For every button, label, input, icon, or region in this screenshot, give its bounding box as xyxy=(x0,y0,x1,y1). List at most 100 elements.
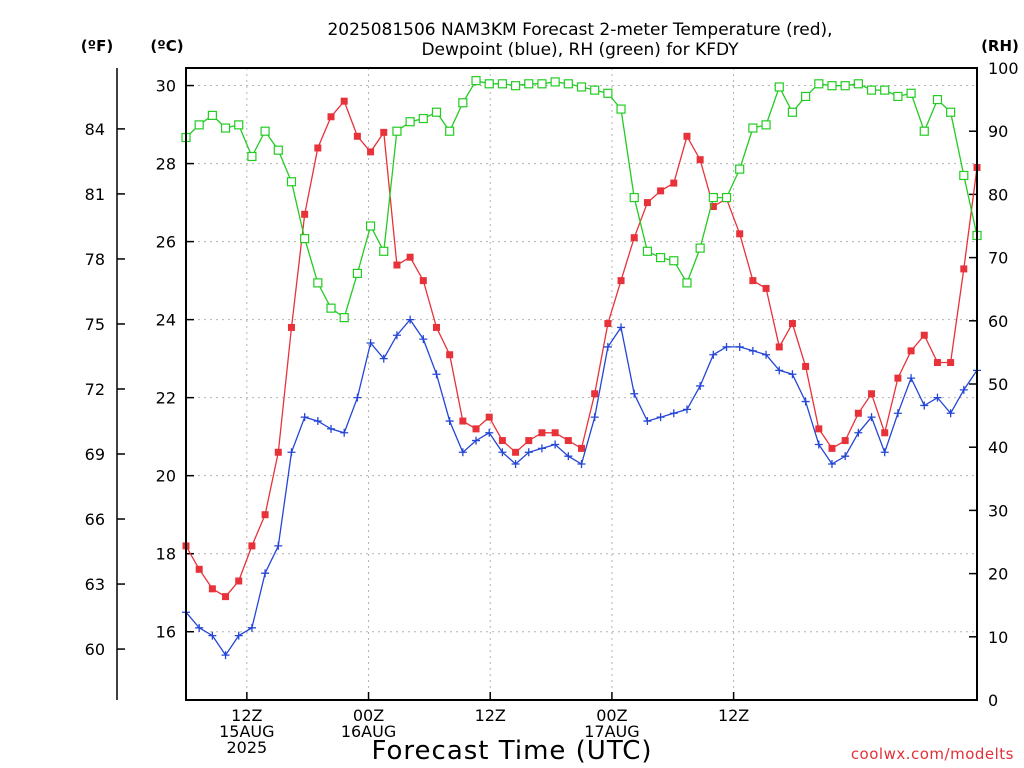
data-point xyxy=(630,389,639,398)
celsius-axis: 16 18 20 22 24 26 28 30 xyxy=(156,77,194,642)
data-point xyxy=(446,351,454,359)
data-point xyxy=(274,541,283,550)
series-temperature xyxy=(182,97,981,601)
time-tick-label: 12Z xyxy=(475,706,506,725)
data-point xyxy=(405,117,415,127)
rh-tick-label: 40 xyxy=(988,438,1008,457)
celsius-tick-label: 30 xyxy=(156,77,176,96)
data-point xyxy=(932,94,943,105)
data-point xyxy=(512,448,520,456)
data-point xyxy=(722,342,731,351)
data-point xyxy=(208,585,216,593)
data-point xyxy=(603,88,613,98)
data-point xyxy=(946,107,956,117)
data-point xyxy=(867,413,876,422)
rh-tick-label: 70 xyxy=(988,249,1008,268)
data-point xyxy=(195,565,203,573)
data-point xyxy=(537,444,546,453)
data-point xyxy=(287,323,295,331)
time-tick-label: 16AUG xyxy=(341,722,396,741)
data-point xyxy=(788,320,796,328)
celsius-tick-label: 24 xyxy=(156,311,176,330)
rh-unit-label: (RH) xyxy=(981,37,1019,55)
time-tick-label: 12Z xyxy=(231,706,262,725)
data-point xyxy=(841,452,850,461)
data-point xyxy=(893,409,902,418)
data-point xyxy=(736,230,744,238)
data-point xyxy=(866,85,877,95)
data-point xyxy=(762,284,770,292)
celsius-unit-label: (ºC) xyxy=(150,37,183,55)
data-point xyxy=(459,417,467,425)
data-point xyxy=(814,440,823,449)
data-point xyxy=(234,631,243,640)
data-point xyxy=(577,459,586,468)
celsius-tick-label: 28 xyxy=(156,155,176,174)
fahrenheit-tick-label: 66 xyxy=(85,510,105,529)
data-point xyxy=(327,424,336,433)
data-point xyxy=(564,452,573,461)
data-point xyxy=(221,651,230,660)
data-point xyxy=(787,107,798,117)
data-point xyxy=(670,179,678,187)
data-point xyxy=(551,429,559,437)
data-point xyxy=(802,362,810,370)
data-point xyxy=(445,126,455,136)
data-point xyxy=(247,623,256,632)
data-point xyxy=(406,315,415,324)
data-point xyxy=(300,234,310,244)
data-point xyxy=(432,370,441,379)
rh-axis: 0 10 20 30 40 50 60 70 80 90 100 xyxy=(969,59,1019,710)
data-point xyxy=(524,448,533,457)
data-point xyxy=(604,320,612,328)
data-point xyxy=(208,631,217,640)
data-point xyxy=(537,79,547,89)
data-point xyxy=(827,459,836,468)
data-point xyxy=(458,98,468,108)
data-point xyxy=(959,385,968,394)
data-point xyxy=(432,323,440,331)
fahrenheit-tick-label: 72 xyxy=(85,380,105,399)
data-point xyxy=(919,126,929,136)
data-point xyxy=(248,542,256,550)
data-point xyxy=(287,448,296,457)
rh-tick-label: 90 xyxy=(988,122,1008,141)
data-point xyxy=(524,79,534,89)
data-point xyxy=(881,429,889,437)
data-point xyxy=(854,409,862,417)
data-point xyxy=(682,405,691,414)
data-point xyxy=(406,253,414,261)
series-line-temperature xyxy=(185,99,978,598)
fahrenheit-tick-label: 63 xyxy=(85,575,105,594)
data-point xyxy=(868,390,876,398)
data-point xyxy=(946,409,955,418)
data-point xyxy=(815,425,823,433)
data-point xyxy=(683,132,691,140)
data-point xyxy=(774,82,784,92)
data-point xyxy=(906,88,916,98)
data-point xyxy=(222,593,230,601)
data-point xyxy=(656,413,665,422)
data-point xyxy=(616,104,626,114)
data-point xyxy=(960,265,968,273)
data-point xyxy=(893,91,903,102)
data-point xyxy=(300,413,309,422)
data-point xyxy=(510,81,521,91)
fahrenheit-tick-label: 84 xyxy=(85,120,105,139)
data-point xyxy=(591,390,599,398)
data-point xyxy=(682,278,692,288)
data-point xyxy=(655,253,666,263)
data-point xyxy=(854,428,863,437)
data-point xyxy=(578,444,585,452)
series-dewpoint xyxy=(182,315,981,660)
data-point xyxy=(419,335,428,344)
data-point xyxy=(393,261,401,269)
time-tick-label: 00Z xyxy=(596,706,627,725)
data-point xyxy=(314,144,322,152)
data-point xyxy=(247,151,257,162)
celsius-tick-label: 26 xyxy=(156,233,176,252)
data-point xyxy=(947,359,955,367)
data-point xyxy=(590,413,599,422)
data-point xyxy=(551,440,560,449)
